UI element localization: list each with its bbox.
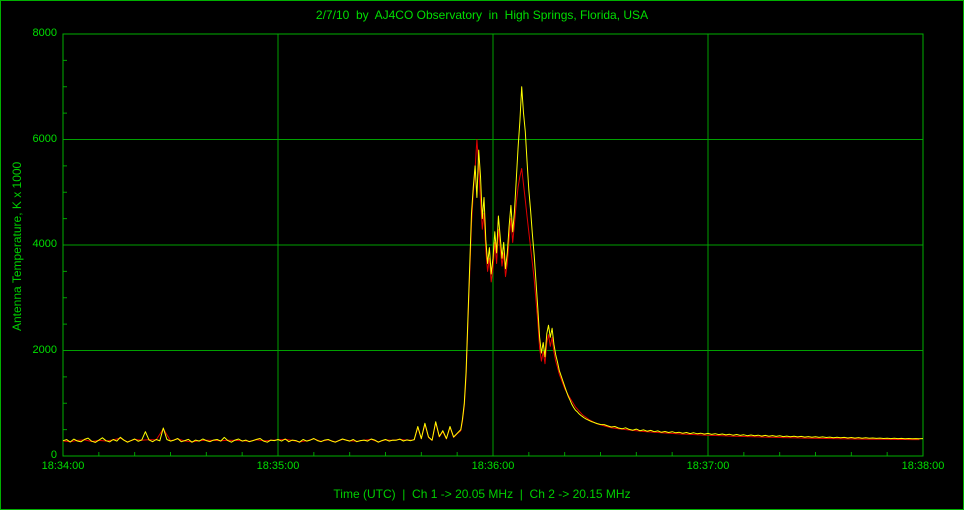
x-axis-label: Time (UTC) | Ch 1 -> 20.05 MHz | Ch 2 ->… bbox=[333, 487, 631, 501]
chart-title: 2/7/10 by AJ4CO Observatory in High Spri… bbox=[315, 8, 649, 22]
